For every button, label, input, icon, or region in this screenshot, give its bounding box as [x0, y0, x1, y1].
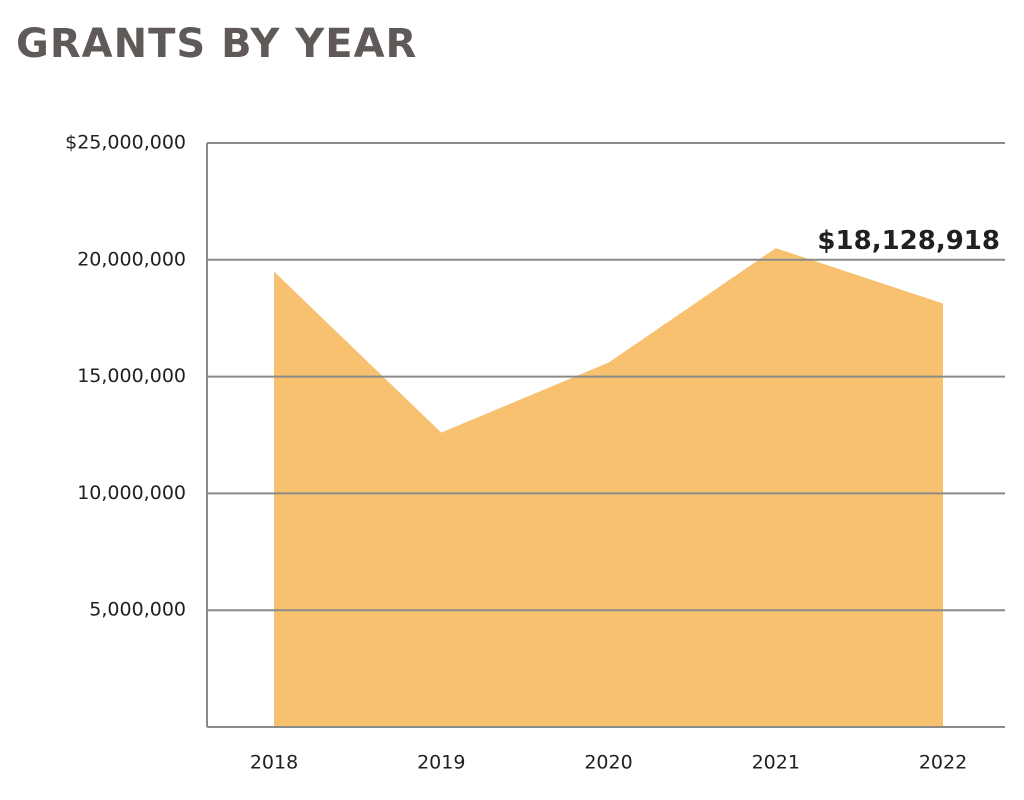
x-tick-label: 2021 — [752, 752, 800, 774]
y-tick-label: 15,000,000 — [77, 365, 186, 387]
x-tick-label: 2022 — [919, 752, 967, 774]
y-tick-label: 20,000,000 — [77, 248, 186, 270]
chart-title: GRANTS BY YEAR — [16, 21, 417, 67]
x-tick-label: 2019 — [417, 752, 465, 774]
y-tick-label: 10,000,000 — [77, 482, 186, 504]
x-tick-label: 2018 — [250, 752, 298, 774]
y-tick-label: 5,000,000 — [89, 599, 186, 621]
area — [274, 248, 943, 727]
y-tick-label: $25,000,000 — [65, 132, 186, 154]
value-label: $18,128,918 — [817, 226, 1000, 256]
x-tick-label: 2020 — [584, 752, 632, 774]
